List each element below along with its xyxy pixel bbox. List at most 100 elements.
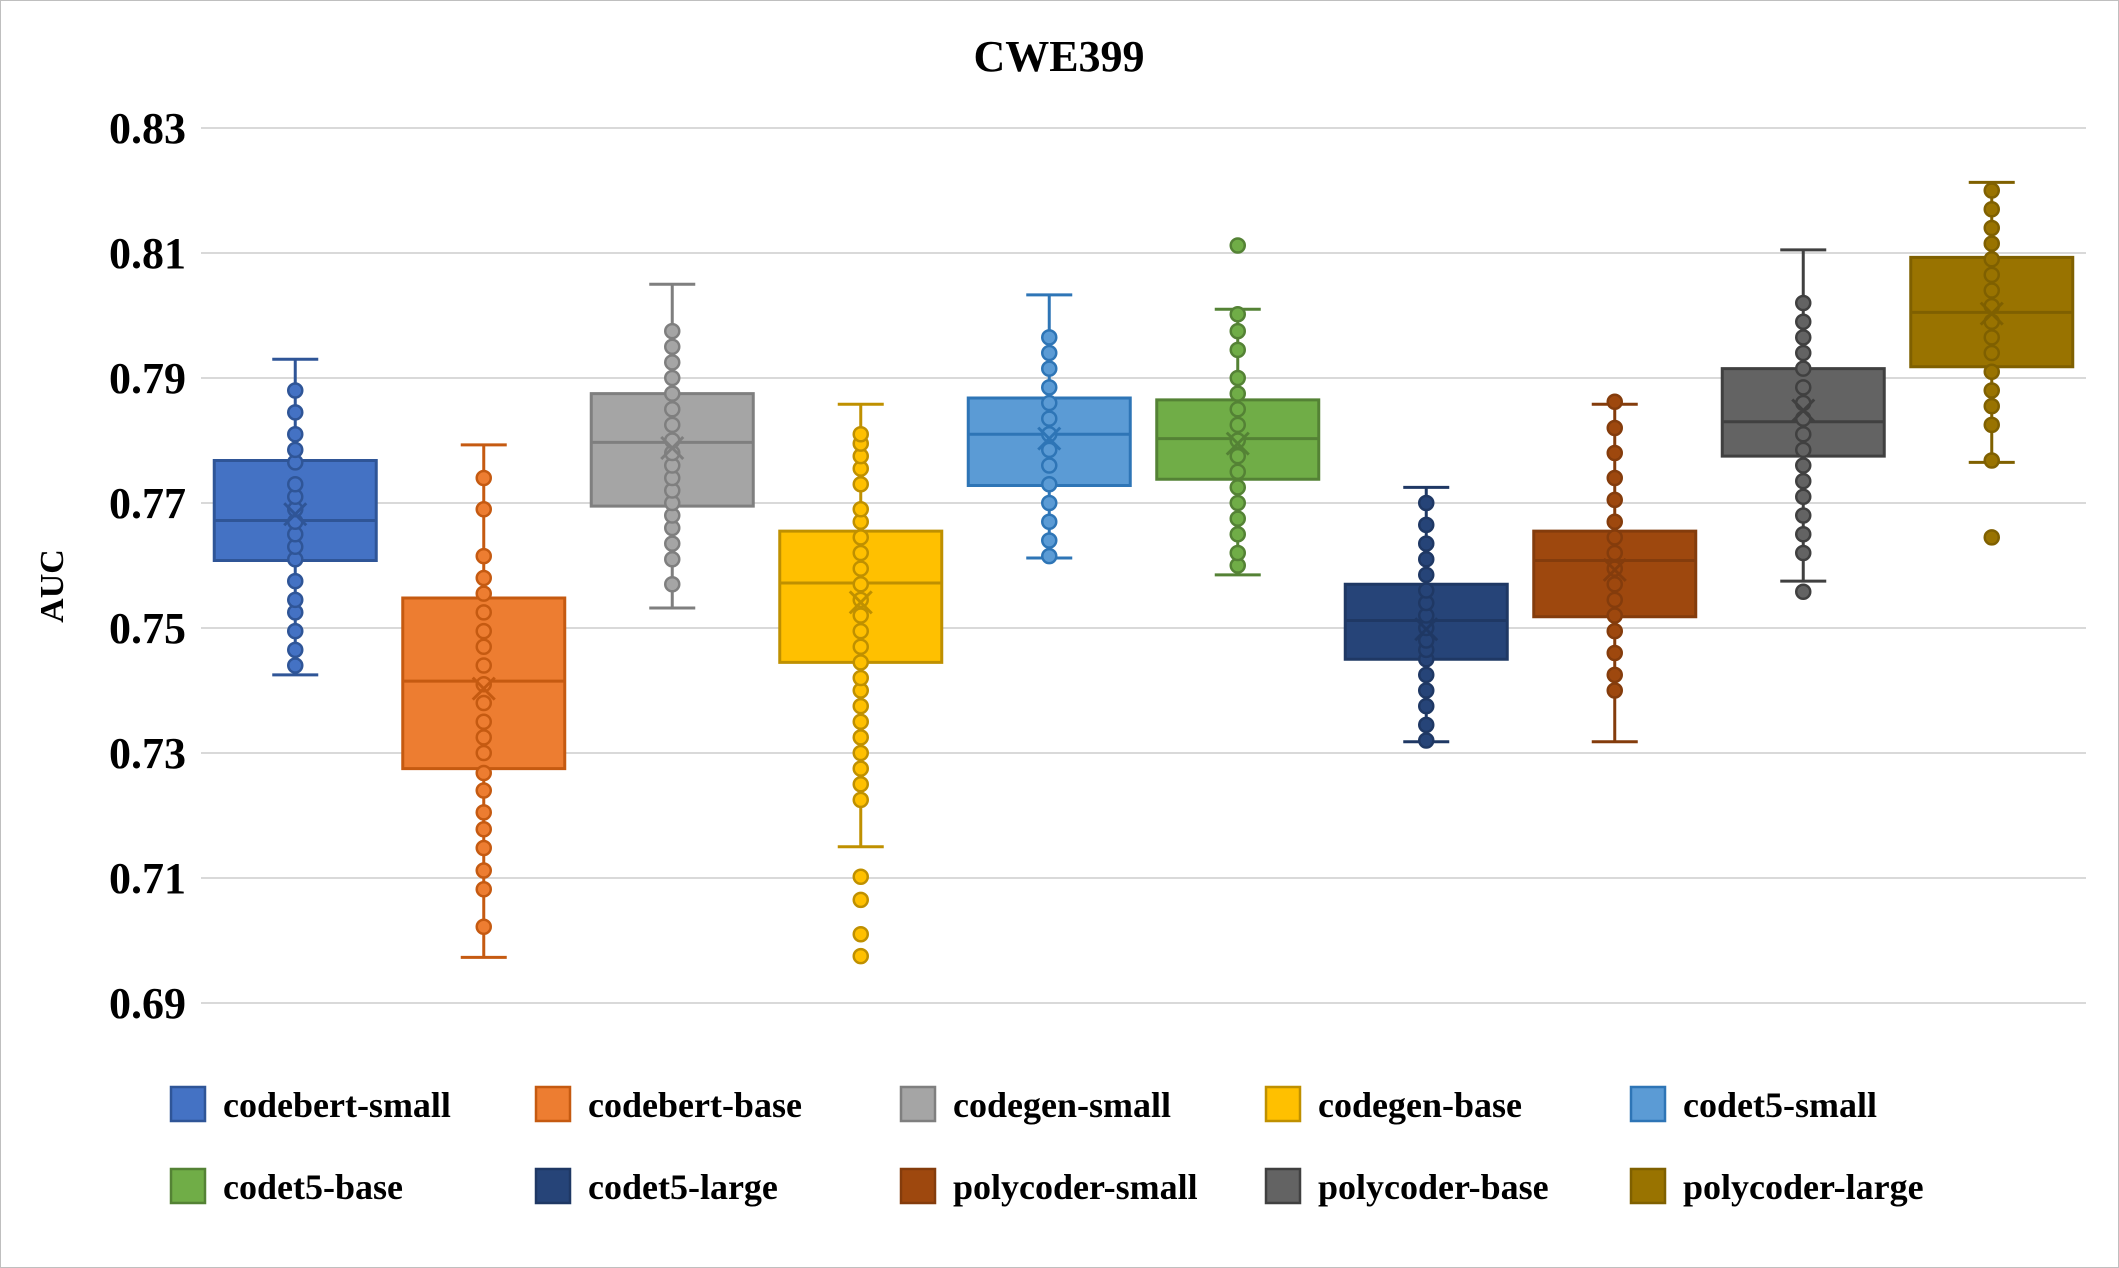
- legend-label: polycoder-large: [1683, 1167, 1924, 1207]
- legend-label: codet5-large: [588, 1167, 778, 1207]
- data-point: [1418, 494, 1435, 512]
- y-tick-label: 0.75: [109, 604, 186, 653]
- data-point: [664, 535, 681, 552]
- y-tick-label: 0.69: [109, 979, 186, 1028]
- data-point: [1795, 426, 1812, 443]
- data-point: [852, 669, 869, 687]
- data-point: [475, 569, 492, 587]
- data-point: [852, 560, 869, 577]
- data-point: [852, 591, 869, 609]
- legend-swatch: [1629, 1085, 1667, 1123]
- data-point: [475, 676, 492, 693]
- data-point: [852, 476, 869, 493]
- data-point: [1229, 369, 1246, 387]
- legend-label: codegen-base: [1318, 1085, 1522, 1125]
- data-point: [1606, 544, 1623, 562]
- data-point: [664, 401, 681, 418]
- data-point: [1795, 360, 1812, 377]
- data-point: [852, 729, 869, 746]
- data-point: [1041, 426, 1058, 443]
- data-point: [287, 404, 304, 421]
- data-point: [1983, 266, 2000, 284]
- data-point: [1983, 397, 2000, 415]
- mean-marker: [471, 676, 496, 701]
- y-tick-label: 0.83: [109, 104, 186, 153]
- data-point: [1229, 479, 1246, 496]
- data-point: [1229, 463, 1246, 480]
- box-codebert-small: [212, 357, 378, 677]
- data-point: [1606, 591, 1623, 609]
- data-point: [475, 622, 492, 640]
- data-point: [1418, 682, 1435, 699]
- data-point: [1041, 394, 1058, 412]
- legend-label: codebert-small: [223, 1085, 451, 1125]
- data-point: [475, 839, 492, 857]
- data-point: [852, 576, 869, 593]
- data-point: [1606, 607, 1623, 624]
- box-codebert-base: [401, 443, 567, 959]
- data-point: [1041, 457, 1058, 474]
- data-point: [287, 476, 304, 493]
- mean-marker: [1791, 398, 1816, 423]
- data-point: [1418, 551, 1435, 568]
- data-point: [475, 469, 492, 487]
- y-tick-label: 0.79: [109, 354, 186, 403]
- data-point: [1418, 566, 1435, 584]
- data-point: [1606, 444, 1623, 462]
- data-point: [1795, 394, 1812, 412]
- legend-item-codet5-small: codet5-small: [1629, 1085, 1877, 1125]
- data-point: [664, 338, 681, 355]
- legend: codebert-small codebert-base codegen-small…: [169, 1085, 1924, 1207]
- box-codet5-base: [1155, 237, 1321, 577]
- data-point: [1606, 529, 1623, 546]
- data-point: [475, 764, 492, 782]
- data-point: [1983, 182, 2000, 199]
- data-point: [852, 697, 869, 715]
- data-point: [1229, 306, 1246, 323]
- data-point: [1795, 488, 1812, 505]
- mean-marker: [1602, 557, 1627, 582]
- data-point: [1606, 419, 1623, 437]
- data-point: [475, 638, 492, 655]
- legend-item-codet5-large: codet5-large: [534, 1167, 778, 1207]
- data-point: [1041, 360, 1058, 377]
- data-point: [852, 529, 869, 546]
- data-point: [1795, 294, 1812, 312]
- legend-item-codebert-small: codebert-small: [169, 1085, 451, 1125]
- data-point: [1983, 219, 2000, 237]
- data-point: [1418, 716, 1435, 734]
- data-point: [287, 441, 304, 459]
- data-point: [664, 551, 681, 568]
- mean-marker: [1037, 426, 1062, 451]
- data-point: [475, 881, 492, 898]
- box-codet5-small: [966, 293, 1132, 565]
- data-point: [1795, 526, 1812, 543]
- data-point: [1041, 379, 1058, 396]
- data-point: [287, 382, 304, 399]
- outlier-point: [852, 926, 869, 943]
- legend-item-codegen-base: codegen-base: [1264, 1085, 1522, 1125]
- data-point: [1041, 441, 1058, 459]
- data-point: [1795, 507, 1812, 524]
- legend-label: codebert-base: [588, 1085, 802, 1125]
- data-point: [1041, 344, 1058, 362]
- data-point: [852, 654, 869, 671]
- data-point: [475, 585, 492, 602]
- legend-swatch: [1264, 1085, 1302, 1123]
- outlier-point: [1983, 529, 2000, 546]
- data-point: [1041, 410, 1058, 427]
- data-point: [1795, 313, 1812, 330]
- data-point: [475, 547, 492, 565]
- data-point: [1229, 510, 1246, 527]
- box-codegen-base: [778, 402, 944, 965]
- data-point: [1983, 382, 2000, 399]
- legend-swatch: [169, 1167, 207, 1205]
- chart-title: CWE399: [973, 32, 1144, 81]
- mean-marker: [1225, 431, 1250, 456]
- boxes: [212, 180, 2075, 965]
- legend-swatch: [899, 1167, 937, 1205]
- data-point: [1983, 251, 2000, 268]
- y-tick-label: 0.73: [109, 729, 186, 778]
- data-point: [1041, 532, 1058, 549]
- data-point: [1983, 282, 2000, 299]
